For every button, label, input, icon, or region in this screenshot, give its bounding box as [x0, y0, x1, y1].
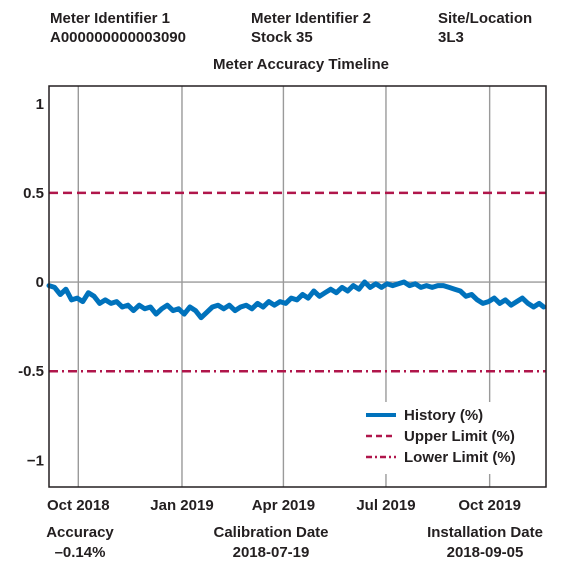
installation-date-block: Installation Date 2018-09-05	[410, 523, 560, 563]
x-tick-label: Apr 2019	[252, 497, 315, 514]
meter-identifier-2-value: Stock 35	[251, 29, 313, 46]
history-line	[46, 279, 547, 321]
limit-layer	[49, 191, 546, 373]
x-tick-label: Oct 2019	[458, 497, 521, 514]
site-location-label: Site/Location	[438, 10, 533, 27]
accuracy-block: Accuracy –0.14%	[30, 523, 130, 563]
x-tick-label: Oct 2018	[47, 497, 110, 514]
accuracy-value: –0.14%	[54, 544, 106, 561]
site-location-value: 3L3	[438, 29, 464, 46]
calibration-date-block: Calibration Date 2018-07-19	[196, 523, 346, 563]
x-tick-label: Jul 2019	[356, 497, 415, 514]
site-location-block: Site/Location 3L3	[438, 9, 532, 47]
installation-date-value: 2018-09-05	[446, 544, 524, 561]
x-tick-labels: Oct 2018 Jan 2019 Apr 2019 Jul 2019 Oct 2019	[47, 497, 521, 514]
accuracy-label: Accuracy	[46, 524, 114, 541]
calibration-date-label: Calibration Date	[213, 524, 329, 541]
meter-identifier-1-block: Meter Identifier 1 A000000000003090	[50, 9, 186, 47]
legend-label: History (%)	[404, 407, 483, 424]
x-tick-label: Jan 2019	[150, 497, 213, 514]
y-tick-label: -0.5	[18, 363, 44, 380]
calibration-date-value: 2018-07-19	[232, 544, 310, 561]
y-tick-label: −1	[27, 452, 44, 469]
plot-frame	[48, 85, 547, 488]
legend-label: Upper Limit (%)	[404, 428, 515, 445]
y-tick-label: 0	[36, 274, 44, 291]
meter-identifier-2-label: Meter Identifier 2	[251, 10, 372, 27]
legend: History (%) Upper Limit (%) Lower Limit (%…	[358, 402, 538, 474]
legend-label: Lower Limit (%)	[404, 449, 516, 466]
meter-identifier-2-block: Meter Identifier 2 Stock 35	[251, 9, 371, 47]
y-tick-label: 1	[36, 96, 44, 113]
meter-identifier-1-label: Meter Identifier 1	[50, 10, 171, 27]
series-layer	[46, 279, 547, 321]
meter-identifier-1-value: A000000000003090	[50, 29, 186, 46]
y-tick-label: 0.5	[23, 185, 44, 202]
installation-date-label: Installation Date	[427, 524, 543, 541]
chart-title: Meter Accuracy Timeline	[213, 56, 389, 73]
y-tick-labels: 1 0.5 0 -0.5 −1	[18, 96, 44, 469]
